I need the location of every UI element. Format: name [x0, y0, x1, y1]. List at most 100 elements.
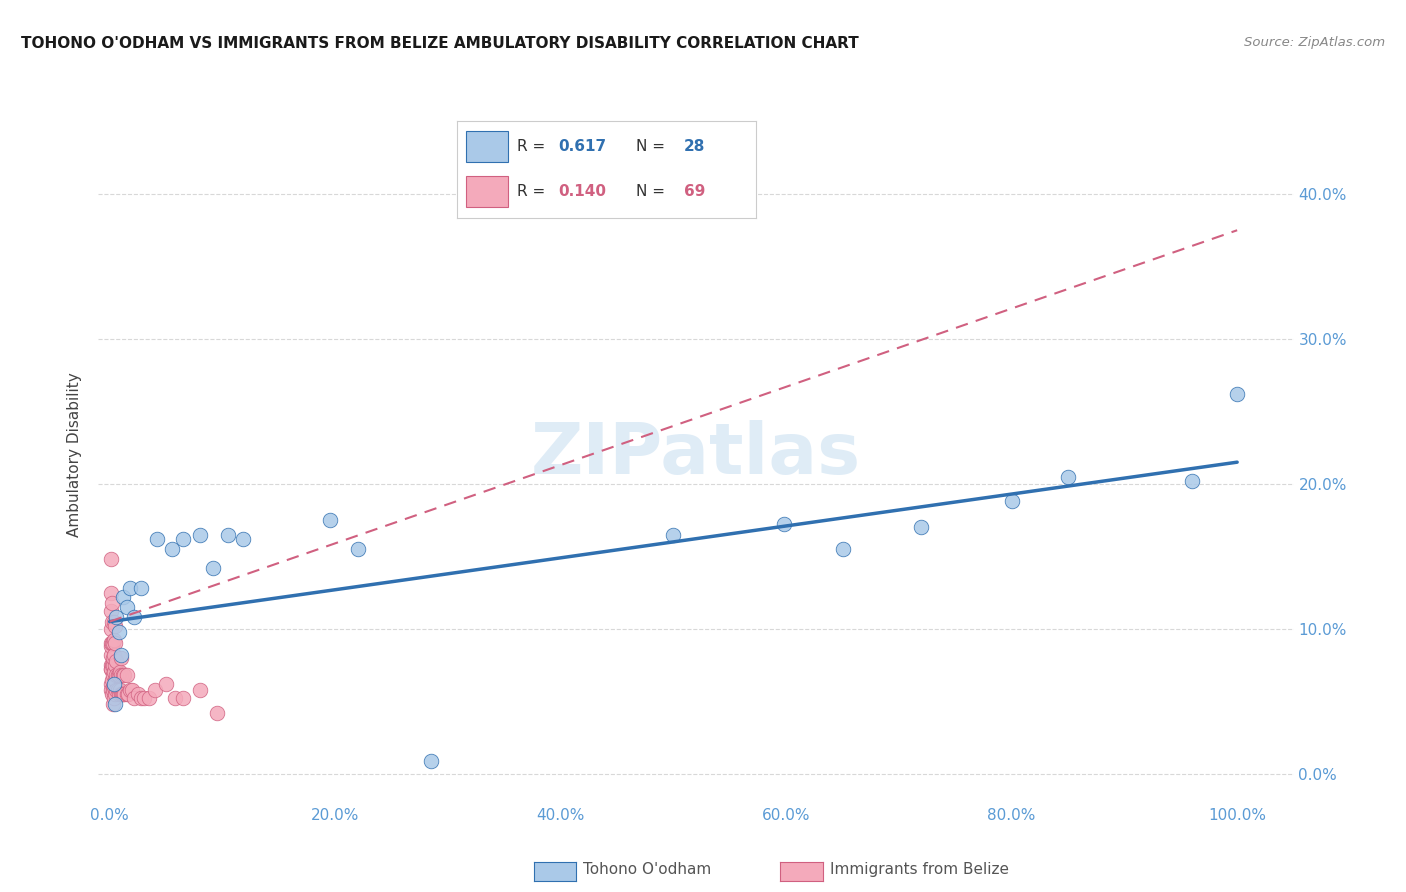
Point [143, 682, 166, 697]
Point [124, 691, 146, 706]
Point [108, 665, 131, 680]
Point [100, 658, 122, 673]
Point [110, 668, 132, 682]
Point [1057, 469, 1080, 483]
Point [1226, 387, 1249, 401]
Point [155, 677, 177, 691]
Point [107, 668, 129, 682]
Point [115, 668, 138, 682]
Point [101, 682, 124, 697]
Point [103, 615, 125, 629]
Point [217, 527, 239, 541]
Point [100, 682, 122, 697]
Point [111, 687, 134, 701]
Point [103, 648, 125, 662]
Point [129, 691, 152, 706]
Point [104, 698, 127, 712]
Point [104, 658, 127, 673]
Point [107, 668, 129, 682]
Point [172, 691, 194, 706]
Point [101, 615, 124, 629]
Point [103, 665, 125, 680]
Point [101, 673, 124, 687]
Point [115, 687, 138, 701]
Point [121, 682, 143, 697]
Point [101, 698, 124, 712]
Text: Source: ZipAtlas.com: Source: ZipAtlas.com [1244, 36, 1385, 49]
Point [104, 619, 127, 633]
Point [138, 691, 160, 706]
Point [105, 682, 128, 697]
Point [105, 668, 128, 682]
Point [105, 654, 128, 668]
Point [103, 680, 125, 694]
Point [110, 648, 132, 662]
Point [104, 673, 127, 687]
Point [112, 668, 135, 682]
Point [100, 648, 122, 662]
Point [112, 687, 135, 701]
Point [115, 600, 138, 615]
Point [188, 682, 211, 697]
Point [205, 706, 228, 720]
Point [100, 605, 122, 619]
Point [1001, 494, 1024, 508]
Point [100, 639, 122, 653]
Point [232, 532, 254, 546]
Text: TOHONO O'ODHAM VS IMMIGRANTS FROM BELIZE AMBULATORY DISABILITY CORRELATION CHART: TOHONO O'ODHAM VS IMMIGRANTS FROM BELIZE… [21, 36, 859, 51]
Point [101, 658, 124, 673]
Point [101, 668, 124, 682]
Point [107, 682, 129, 697]
Point [188, 527, 211, 541]
Point [773, 517, 796, 532]
Point [129, 582, 152, 596]
Point [831, 542, 853, 557]
Point [100, 662, 122, 677]
Point [112, 590, 135, 604]
Point [202, 561, 225, 575]
Point [160, 542, 183, 557]
Point [105, 610, 128, 624]
Point [127, 687, 149, 701]
Point [101, 636, 124, 650]
Point [101, 596, 124, 610]
Y-axis label: Ambulatory Disability: Ambulatory Disability [67, 373, 83, 537]
Point [108, 682, 131, 697]
Point [103, 633, 125, 648]
Point [318, 513, 340, 527]
Point [107, 687, 129, 701]
Point [101, 651, 124, 665]
Point [104, 687, 127, 701]
Point [103, 677, 125, 691]
Point [101, 687, 124, 701]
Point [100, 662, 122, 677]
Point [110, 687, 132, 701]
Point [100, 585, 122, 599]
Point [1181, 474, 1204, 488]
Point [112, 687, 135, 701]
Point [101, 658, 124, 673]
Point [662, 527, 685, 541]
Point [107, 624, 129, 639]
Point [346, 542, 368, 557]
Point [146, 532, 169, 546]
Point [112, 668, 135, 682]
Point [100, 622, 122, 636]
Point [420, 754, 443, 768]
Point [124, 610, 146, 624]
Text: Immigrants from Belize: Immigrants from Belize [830, 863, 1008, 877]
Point [101, 636, 124, 650]
Point [100, 552, 122, 566]
Point [110, 651, 132, 665]
Point [118, 582, 141, 596]
Point [172, 532, 194, 546]
Point [910, 520, 932, 534]
Point [165, 691, 187, 706]
Point [132, 691, 155, 706]
Point [117, 687, 139, 701]
Point [118, 682, 141, 697]
Point [104, 636, 127, 650]
Point [101, 680, 124, 694]
Point [103, 691, 125, 706]
Text: Tohono O'odham: Tohono O'odham [583, 863, 711, 877]
